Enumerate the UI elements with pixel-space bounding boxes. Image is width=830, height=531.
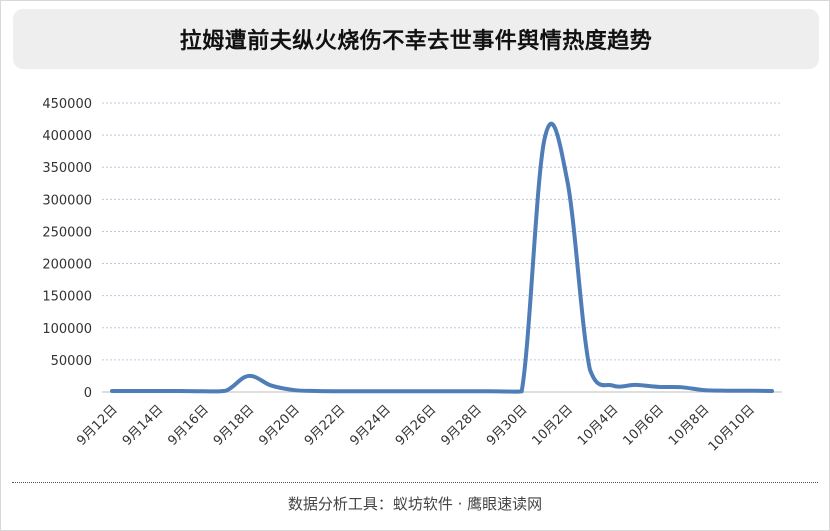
y-tick-label: 350000 <box>42 161 92 176</box>
x-tick-label: 10月8日 <box>666 402 713 449</box>
y-tick-label: 300000 <box>42 193 92 208</box>
series-layer <box>110 121 774 394</box>
grid-lines <box>102 102 782 361</box>
y-tick-label: 150000 <box>42 290 92 305</box>
series-line <box>110 121 774 394</box>
x-tick-label: 10月6日 <box>620 402 667 449</box>
footer-source: 数据分析工具：蚁坊软件 · 鹰眼速读网 <box>287 495 543 513</box>
y-tick-label: 0 <box>84 386 92 401</box>
x-tick-label: 9月18日 <box>211 402 258 449</box>
x-tick-label: 10月10日 <box>706 402 758 454</box>
x-tick-label: 9月22日 <box>302 402 349 449</box>
x-tick-label: 9月28日 <box>438 402 485 449</box>
line-chart: 0 50000 100000 150000 200000 250000 300000 3500… <box>42 97 782 455</box>
x-tick-label: 9月26日 <box>393 402 440 449</box>
y-axis-ticks: 0 50000 100000 150000 200000 250000 300000 3500… <box>42 97 92 401</box>
chart-title: 拉姆遭前夫纵火烧伤不幸去世事件舆情热度趋势 <box>179 29 653 54</box>
y-tick-label: 100000 <box>42 322 92 337</box>
y-tick-label: 250000 <box>42 225 92 240</box>
y-tick-label: 450000 <box>42 97 92 112</box>
x-tick-label: 9月24日 <box>347 402 394 449</box>
y-tick-label: 50000 <box>51 354 92 369</box>
x-tick-label: 9月20日 <box>256 402 303 449</box>
x-tick-label: 9月12日 <box>74 402 121 449</box>
y-tick-label: 400000 <box>42 129 92 144</box>
x-tick-label: 10月2日 <box>529 402 576 449</box>
x-tick-label: 10月4日 <box>575 402 622 449</box>
title-bar: 拉姆遭前夫纵火烧伤不幸去世事件舆情热度趋势 <box>13 9 819 69</box>
x-tick-label: 9月16日 <box>165 402 212 449</box>
x-tick-label: 9月14日 <box>120 402 167 449</box>
x-axis-ticks: 9月12日9月14日9月16日9月18日9月20日9月22日9月24日9月26日… <box>74 402 758 454</box>
y-tick-label: 200000 <box>42 258 92 273</box>
footer-divider <box>12 482 818 483</box>
x-tick-label: 9月30日 <box>484 402 531 449</box>
